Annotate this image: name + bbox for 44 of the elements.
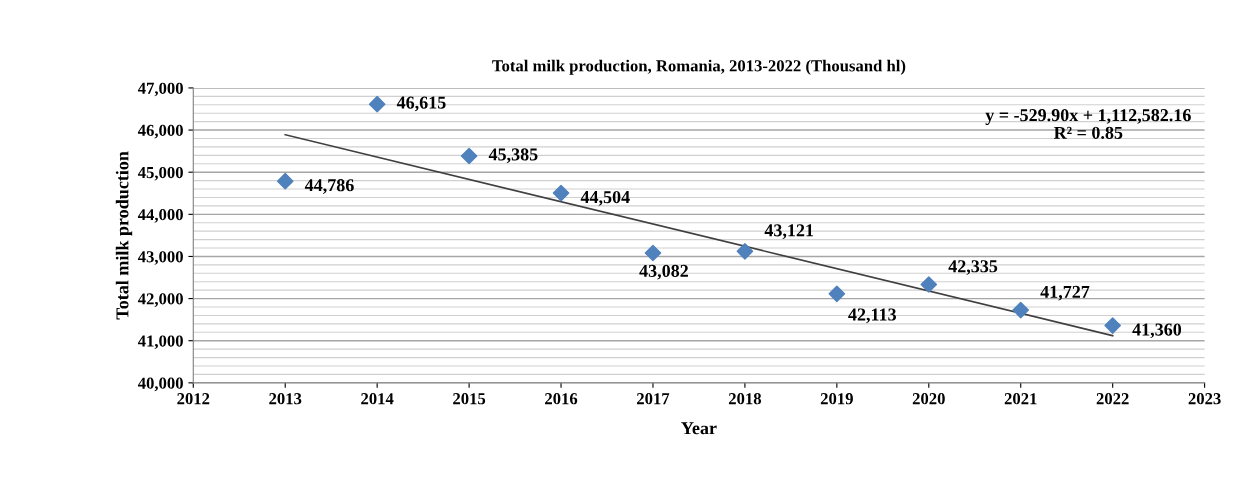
data-label: 42,335 bbox=[948, 260, 998, 275]
data-label: 43,082 bbox=[639, 264, 688, 280]
x-tick-label: 2018 bbox=[728, 393, 762, 405]
x-tick-label: 2013 bbox=[269, 393, 302, 405]
point bbox=[552, 184, 570, 202]
y-tick-label: 41,000 bbox=[137, 335, 183, 350]
data-label: 41,727 bbox=[1040, 285, 1090, 301]
y-tick-label: 42,000 bbox=[137, 293, 183, 307]
y-axis-title: Total milk production bbox=[115, 151, 133, 320]
y-tick-label: 45,000 bbox=[137, 166, 183, 181]
x-tick-label: 2019 bbox=[820, 393, 853, 405]
x-tick-label: 2015 bbox=[453, 393, 486, 405]
x-tick-label: 2020 bbox=[912, 393, 945, 405]
point bbox=[1012, 301, 1030, 319]
x-tick-label: 2012 bbox=[177, 393, 210, 405]
point bbox=[920, 276, 938, 293]
y-tick-label: 40,000 bbox=[137, 377, 183, 392]
x-tick-label: 2017 bbox=[637, 393, 670, 405]
x-axis-title: Year bbox=[681, 422, 717, 435]
x-tick-label: 2016 bbox=[545, 393, 578, 405]
chart-title: Total milk production, Romania, 2013-2022 (Thousand hl) bbox=[492, 59, 906, 75]
point bbox=[644, 244, 662, 262]
data-label: 46,615 bbox=[396, 96, 446, 112]
x-tick-label: 2023 bbox=[1188, 393, 1221, 405]
data-label: 43,121 bbox=[764, 224, 814, 240]
data-label: 45,385 bbox=[488, 148, 538, 164]
annotation: y = -529.90x + 1,112,582.16 R² = 0.85 bbox=[985, 109, 1191, 139]
data-label: 42,113 bbox=[848, 308, 896, 324]
point bbox=[460, 147, 478, 165]
point bbox=[368, 95, 386, 113]
y-tick-label: 46,000 bbox=[137, 124, 183, 139]
data-label: 41,360 bbox=[1132, 323, 1182, 339]
point bbox=[1104, 317, 1121, 334]
x-tick-label: 2021 bbox=[1004, 393, 1037, 405]
y-tick-label: 44,000 bbox=[137, 209, 183, 223]
y-tick-label: 47,000 bbox=[137, 82, 183, 97]
point bbox=[828, 285, 846, 303]
data-label: 44,786 bbox=[304, 179, 354, 194]
point bbox=[276, 172, 294, 190]
x-tick-label: 2014 bbox=[361, 393, 394, 405]
x-tick-label: 2022 bbox=[1096, 393, 1129, 405]
y-tick-label: 43,000 bbox=[137, 251, 183, 265]
point bbox=[736, 243, 754, 260]
data-label: 44,504 bbox=[580, 190, 630, 206]
